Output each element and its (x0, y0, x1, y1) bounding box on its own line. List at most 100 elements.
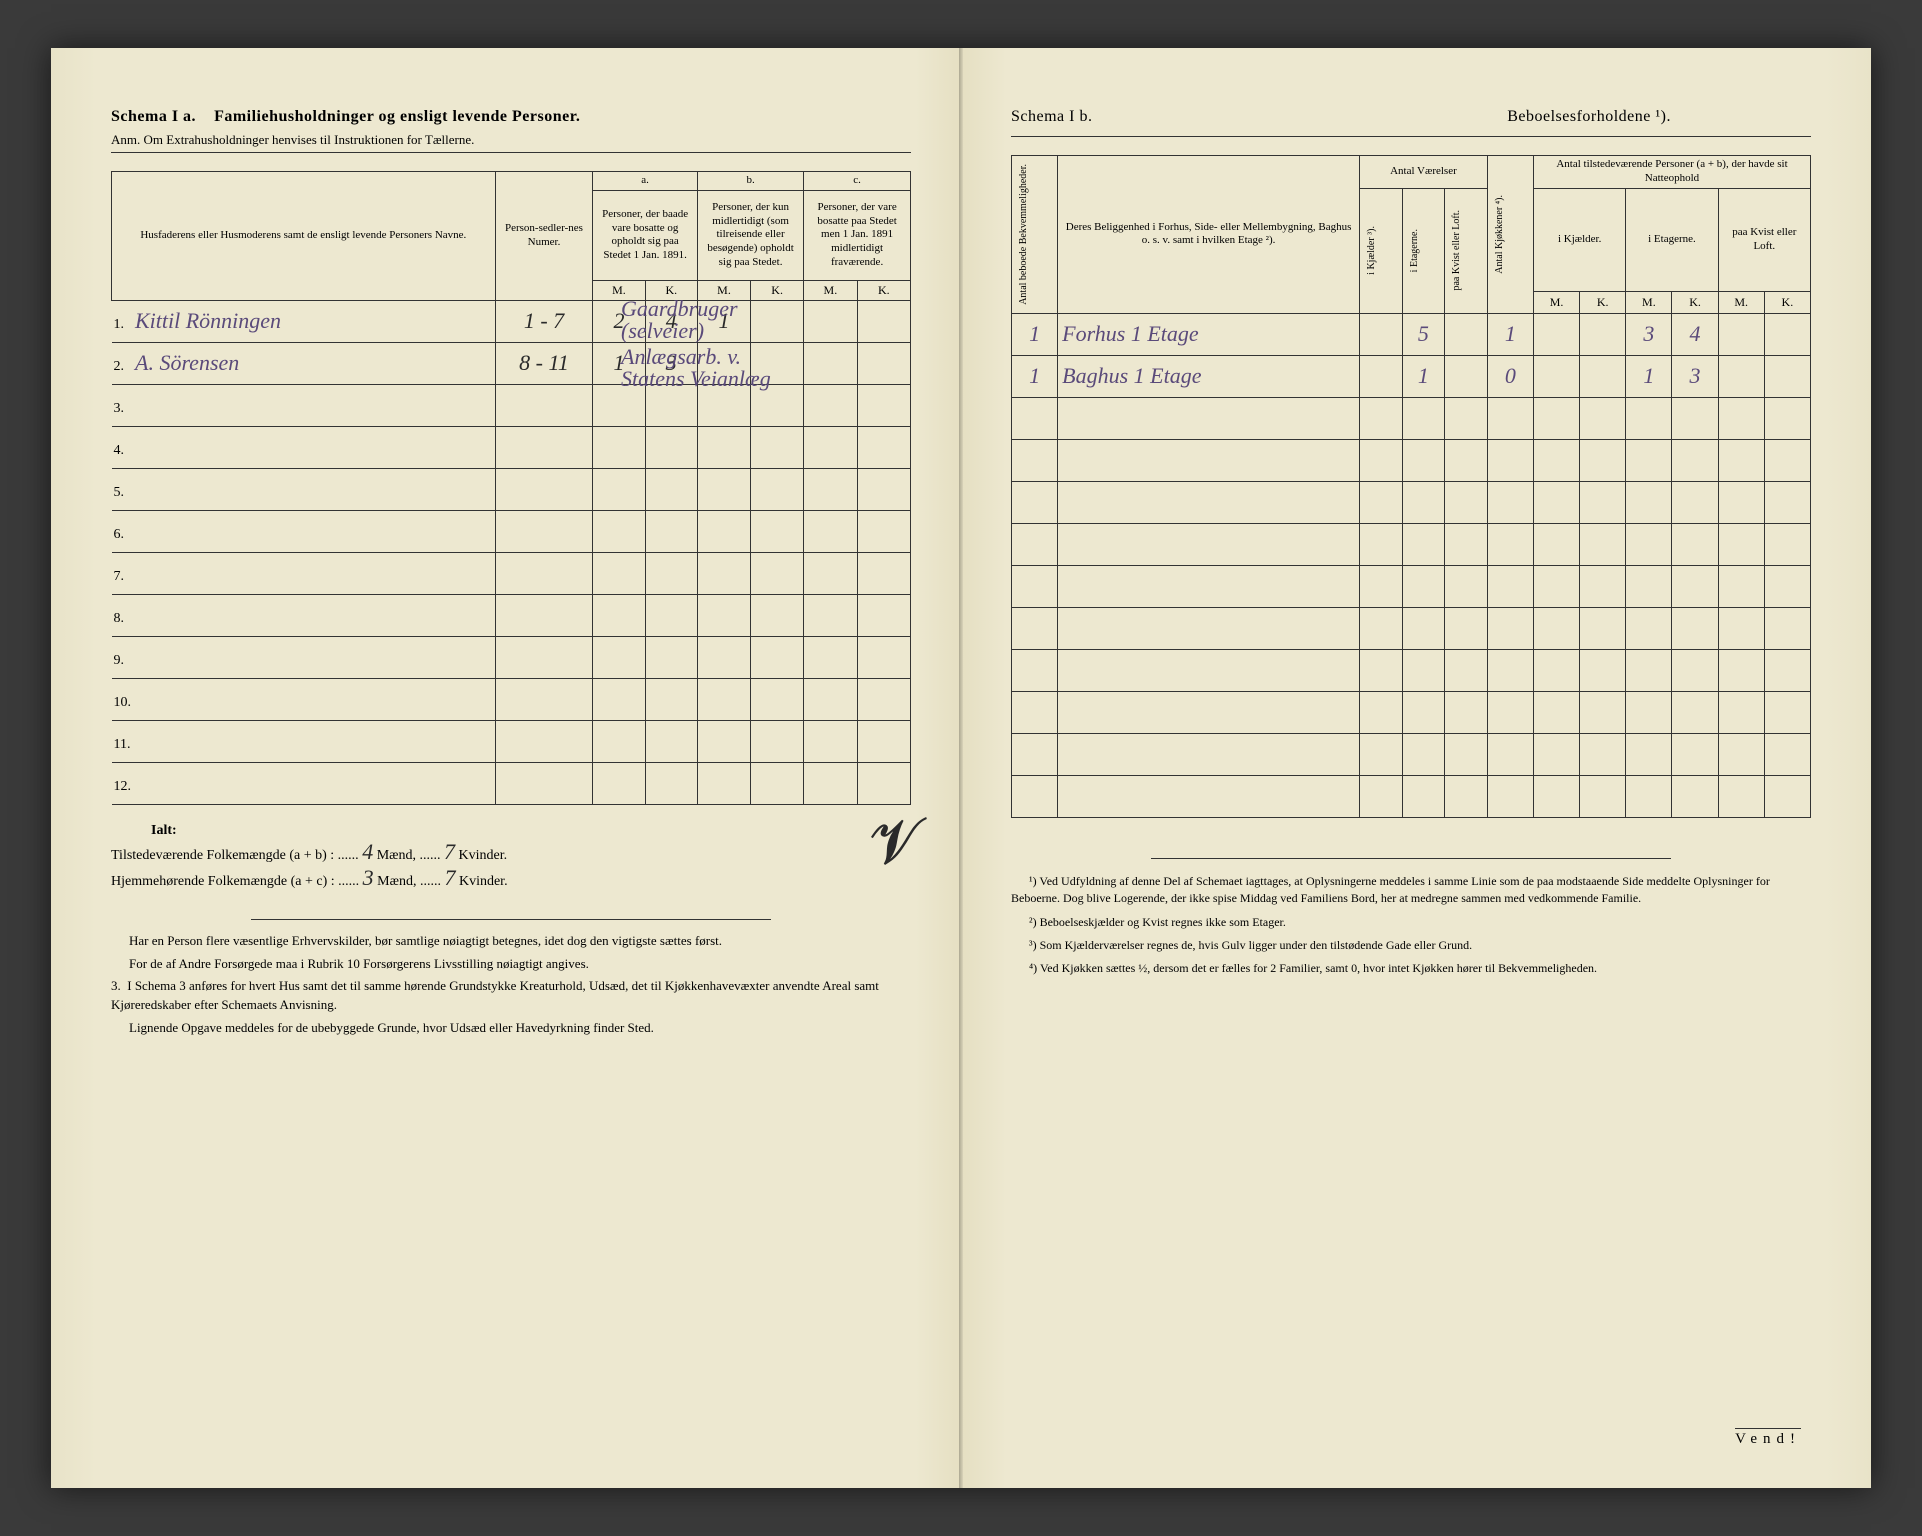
row-cm (804, 594, 857, 636)
em-h: M. (1626, 292, 1672, 314)
checkmark-icon: 𝓥 (868, 806, 924, 879)
r-em (1626, 481, 1672, 523)
a-desc: Personer, der baade vare bosatte og opho… (593, 190, 698, 280)
row-am (593, 552, 645, 594)
group-c: c. (804, 172, 911, 191)
r-kk (1580, 649, 1626, 691)
tot1-m-unit: Mænd, ...... (377, 848, 441, 863)
row-cm (804, 762, 857, 804)
tot1-k: 7 (444, 839, 455, 864)
col-loc: Deres Beliggenhed i Forhus, Side- eller … (1058, 156, 1360, 314)
row-num (495, 510, 593, 552)
r-et (1402, 523, 1445, 565)
r-em (1626, 523, 1672, 565)
r-km (1533, 313, 1579, 355)
tot1-m: 4 (362, 839, 373, 864)
r-bekv (1012, 481, 1058, 523)
r-kv (1445, 313, 1488, 355)
row-num (495, 426, 593, 468)
grp-pers: Antal tilstedeværende Personer (a + b), … (1533, 156, 1810, 189)
row-ak (645, 762, 697, 804)
table-row (1012, 607, 1811, 649)
v-bekv: Antal beboede Bekvemmeligheder. (1016, 158, 1031, 311)
table-row: 6. (112, 510, 911, 552)
r-et (1402, 649, 1445, 691)
r-kj (1360, 355, 1403, 397)
sub-et: i Etagerne. (1626, 188, 1718, 292)
row-num (495, 678, 593, 720)
r-kv (1445, 733, 1488, 775)
table-row: 10. (112, 678, 911, 720)
lk-h: K. (1764, 292, 1810, 314)
row-bm (697, 762, 750, 804)
r-et (1402, 481, 1445, 523)
r-loc: Baghus 1 Etage (1058, 355, 1360, 397)
row-ck (857, 636, 910, 678)
book-spread: Schema I a. Familiehusholdninger og ensl… (51, 48, 1871, 1488)
row-am (593, 636, 645, 678)
row-am (593, 678, 645, 720)
row-ck (857, 678, 910, 720)
row-ck (857, 468, 910, 510)
r-kjok (1487, 481, 1533, 523)
right-title-b: Beboelsesforholdene ¹). (1507, 108, 1671, 126)
r-et: 5 (1402, 313, 1445, 355)
row-ck (857, 510, 910, 552)
page-gutter (959, 48, 963, 1488)
r-ek: 4 (1672, 313, 1718, 355)
row-num (495, 552, 593, 594)
r-loc (1058, 481, 1360, 523)
r-kj (1360, 607, 1403, 649)
row-num (495, 384, 593, 426)
row-cm (804, 384, 857, 426)
r-lm (1718, 355, 1764, 397)
r-bekv (1012, 439, 1058, 481)
r-km (1533, 775, 1579, 817)
r-et (1402, 439, 1445, 481)
r-loc (1058, 607, 1360, 649)
r-kk (1580, 523, 1626, 565)
r-em (1626, 565, 1672, 607)
r-em (1626, 397, 1672, 439)
row-name: 1. Kittil Rönningen (112, 300, 496, 342)
r-kk (1580, 565, 1626, 607)
row-ck (857, 594, 910, 636)
r-kv (1445, 565, 1488, 607)
r-bekv (1012, 607, 1058, 649)
r-km (1533, 565, 1579, 607)
r-lm (1718, 481, 1764, 523)
table-row: 9. (112, 636, 911, 678)
r-kjok (1487, 439, 1533, 481)
row-name: 6. (112, 510, 496, 552)
note-p1: Har en Person flere væsentlige Erhvervsk… (111, 932, 911, 951)
row-num: 1 - 7 (495, 300, 593, 342)
row-cm (804, 720, 857, 762)
side-notes-col: Gaardbruger (selveier) Anlægsarb. v. Sta… (621, 298, 801, 390)
r-lm (1718, 397, 1764, 439)
r-kv (1445, 691, 1488, 733)
r-kjok (1487, 565, 1533, 607)
row-bm (697, 678, 750, 720)
r-ek (1672, 775, 1718, 817)
row-bm (697, 468, 750, 510)
r-loc (1058, 439, 1360, 481)
table-row: 4. (112, 426, 911, 468)
row-am (593, 762, 645, 804)
table-row: 1Forhus 1 Etage5134 (1012, 313, 1811, 355)
tot2-m-unit: Mænd, ...... (377, 874, 441, 889)
v-kv: paa Kvist eller Loft. (1449, 204, 1464, 297)
r-lm (1718, 523, 1764, 565)
r-em (1626, 439, 1672, 481)
r-loc (1058, 691, 1360, 733)
r-ek (1672, 523, 1718, 565)
row-ak (645, 720, 697, 762)
row-cm (804, 342, 857, 384)
row-ck (857, 384, 910, 426)
r-kk (1580, 439, 1626, 481)
r-km (1533, 649, 1579, 691)
group-a: a. (593, 172, 698, 191)
grp-vaer: Antal Værelser (1360, 156, 1488, 189)
tot1-k-unit: Kvinder. (458, 848, 507, 863)
r-bekv (1012, 523, 1058, 565)
row-ak (645, 510, 697, 552)
